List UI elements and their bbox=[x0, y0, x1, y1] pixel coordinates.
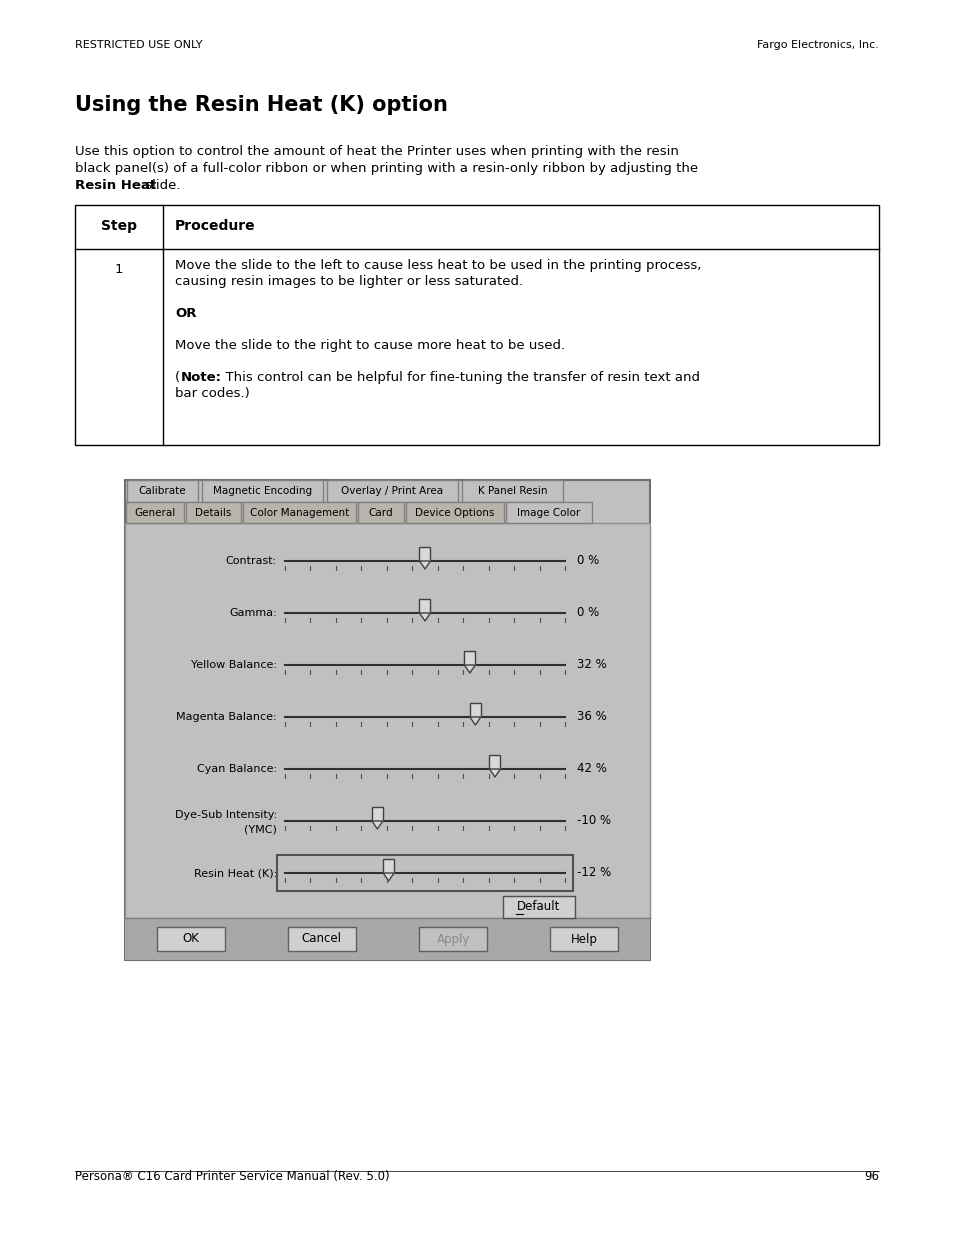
Text: Resin Heat (K):: Resin Heat (K): bbox=[193, 868, 276, 878]
Bar bbox=[372, 806, 382, 821]
Polygon shape bbox=[383, 873, 394, 881]
Bar bbox=[327, 480, 457, 501]
Bar bbox=[550, 927, 618, 951]
Text: Yellow Balance:: Yellow Balance: bbox=[191, 659, 276, 671]
Bar bbox=[419, 599, 430, 613]
Bar bbox=[502, 897, 575, 918]
Text: -10 %: -10 % bbox=[577, 815, 611, 827]
Text: Image Color: Image Color bbox=[517, 508, 580, 517]
Bar bbox=[464, 651, 475, 664]
Text: Persona® C16 Card Printer Service Manual (Rev. 5.0): Persona® C16 Card Printer Service Manual… bbox=[75, 1170, 389, 1183]
Text: Default: Default bbox=[517, 900, 560, 914]
Text: -12 %: -12 % bbox=[577, 867, 611, 879]
Text: Magenta Balance:: Magenta Balance: bbox=[176, 713, 276, 722]
Text: Gamma:: Gamma: bbox=[229, 608, 276, 618]
Text: Cyan Balance:: Cyan Balance: bbox=[196, 764, 276, 774]
Bar bbox=[202, 480, 323, 501]
Text: Contrast:: Contrast: bbox=[226, 556, 276, 566]
Text: 42 %: 42 % bbox=[577, 762, 606, 776]
Bar bbox=[276, 855, 573, 890]
Bar bbox=[125, 918, 649, 960]
Polygon shape bbox=[419, 561, 430, 569]
Text: RESTRICTED USE ONLY: RESTRICTED USE ONLY bbox=[75, 40, 202, 49]
Text: 36 %: 36 % bbox=[577, 710, 606, 724]
Text: Color Management: Color Management bbox=[250, 508, 349, 517]
Text: Calibrate: Calibrate bbox=[138, 487, 186, 496]
Bar bbox=[243, 501, 355, 522]
Text: General: General bbox=[134, 508, 175, 517]
Text: black panel(s) of a full-color ribbon or when printing with a resin-only ribbon : black panel(s) of a full-color ribbon or… bbox=[75, 162, 698, 175]
Text: OK: OK bbox=[182, 932, 199, 946]
Bar bbox=[406, 501, 503, 522]
Text: Dye-Sub Intensity:: Dye-Sub Intensity: bbox=[174, 810, 276, 820]
Bar bbox=[75, 205, 878, 445]
Text: Note:: Note: bbox=[181, 370, 222, 384]
Text: 1: 1 bbox=[114, 263, 123, 275]
Bar bbox=[489, 755, 500, 769]
Text: 32 %: 32 % bbox=[577, 658, 606, 672]
Bar bbox=[419, 547, 430, 561]
Bar bbox=[383, 860, 394, 873]
Bar bbox=[461, 480, 562, 501]
Text: Step: Step bbox=[101, 219, 137, 233]
Bar bbox=[357, 501, 403, 522]
Text: Cancel: Cancel bbox=[301, 932, 341, 946]
Text: K Panel Resin: K Panel Resin bbox=[477, 487, 547, 496]
Text: Procedure: Procedure bbox=[174, 219, 255, 233]
Bar bbox=[470, 703, 480, 718]
Text: Use this option to control the amount of heat the Printer uses when printing wit: Use this option to control the amount of… bbox=[75, 144, 679, 158]
Text: 0 %: 0 % bbox=[577, 555, 598, 568]
Bar bbox=[418, 927, 487, 951]
Text: causing resin images to be lighter or less saturated.: causing resin images to be lighter or le… bbox=[174, 275, 522, 288]
Text: Device Options: Device Options bbox=[415, 508, 495, 517]
Bar bbox=[127, 480, 198, 501]
Polygon shape bbox=[464, 664, 475, 673]
Text: This control can be helpful for fine-tuning the transfer of resin text and: This control can be helpful for fine-tun… bbox=[216, 370, 700, 384]
Text: Move the slide to the left to cause less heat to be used in the printing process: Move the slide to the left to cause less… bbox=[174, 259, 700, 272]
Text: Magnetic Encoding: Magnetic Encoding bbox=[213, 487, 312, 496]
Text: (: ( bbox=[174, 370, 180, 384]
Text: Card: Card bbox=[368, 508, 393, 517]
Text: Fargo Electronics, Inc.: Fargo Electronics, Inc. bbox=[757, 40, 878, 49]
Polygon shape bbox=[489, 769, 500, 777]
Text: 96: 96 bbox=[863, 1170, 878, 1183]
Bar bbox=[505, 501, 592, 522]
Text: slide.: slide. bbox=[141, 179, 180, 191]
Text: 0 %: 0 % bbox=[577, 606, 598, 620]
Text: Details: Details bbox=[195, 508, 232, 517]
Bar bbox=[125, 522, 649, 918]
Bar bbox=[186, 501, 241, 522]
Bar bbox=[125, 480, 649, 960]
Text: Using the Resin Heat (K) option: Using the Resin Heat (K) option bbox=[75, 95, 447, 115]
Text: Overlay / Print Area: Overlay / Print Area bbox=[341, 487, 443, 496]
Polygon shape bbox=[419, 613, 430, 621]
Text: Move the slide to the right to cause more heat to be used.: Move the slide to the right to cause mor… bbox=[174, 338, 564, 352]
Bar bbox=[156, 927, 224, 951]
Text: (YMC): (YMC) bbox=[244, 824, 276, 834]
Text: bar codes.): bar codes.) bbox=[174, 387, 250, 400]
Bar bbox=[126, 501, 184, 522]
Bar bbox=[288, 927, 355, 951]
Polygon shape bbox=[470, 718, 480, 725]
Text: Apply: Apply bbox=[436, 932, 469, 946]
Text: Resin Heat: Resin Heat bbox=[75, 179, 156, 191]
Text: Help: Help bbox=[570, 932, 598, 946]
Polygon shape bbox=[372, 821, 382, 829]
Text: OR: OR bbox=[174, 308, 196, 320]
